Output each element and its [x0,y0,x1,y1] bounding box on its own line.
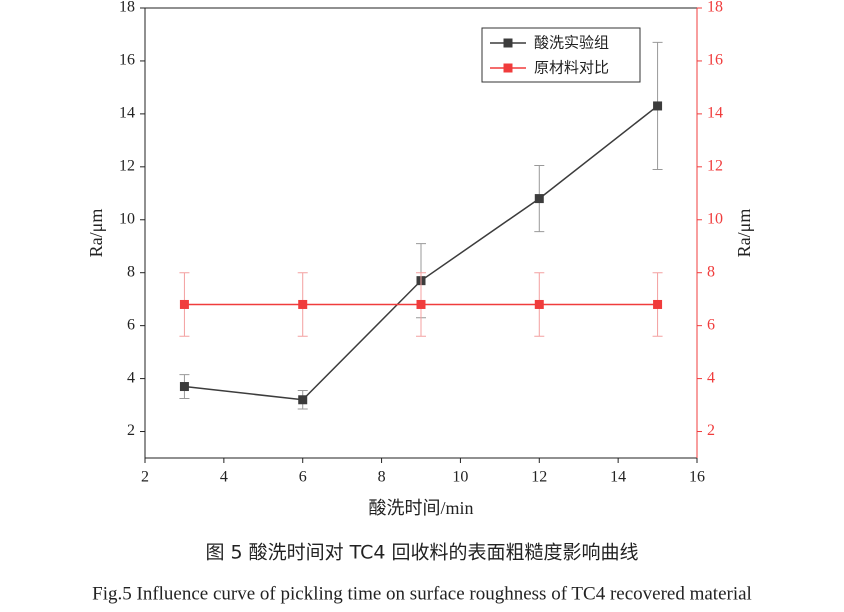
legend-label: 酸洗实验组 [534,34,609,52]
y2-tick-label: 10 [707,210,723,227]
marker [534,194,544,204]
marker [179,299,189,309]
x-tick-label: 16 [689,469,705,486]
y2-tick-label: 12 [707,157,723,174]
marker [653,101,663,111]
caption-english: Fig.5 Influence curve of pickling time o… [92,583,752,604]
legend-marker [503,63,513,73]
x-tick-label: 8 [378,469,386,486]
legend-box [481,27,641,83]
legend-marker [503,38,513,48]
y2-tick-label: 8 [707,263,715,280]
y-tick-label: 2 [127,422,135,439]
y2-tick-label: 18 [707,0,723,16]
y2-tick-label: 14 [707,105,723,122]
y-tick-label: 12 [119,157,135,174]
y-tick-label: 10 [119,210,135,227]
x-tick-label: 2 [141,469,149,486]
y-tick-label: 18 [119,0,135,16]
x-tick-label: 12 [531,469,547,486]
marker [653,299,663,309]
y-axis-label: Ra/μm [86,209,106,258]
legend-label: 原材料对比 [534,59,609,77]
marker [298,299,308,309]
x-tick-label: 10 [452,469,468,486]
y2-tick-label: 2 [707,422,715,439]
y-tick-label: 16 [119,52,135,69]
x-axis-label: 酸洗时间/min [368,498,473,518]
y-tick-label: 6 [127,316,135,333]
x-tick-label: 4 [220,469,228,486]
y2-tick-label: 6 [707,316,715,333]
caption-chinese: 图 5 酸洗时间对 TC4 回收料的表面粗糙度影响曲线 [205,542,638,564]
y-tick-label: 4 [127,369,135,386]
y-tick-label: 8 [127,263,135,280]
y2-tick-label: 16 [707,52,723,69]
y2-axis-label: Ra/μm [734,209,754,258]
marker [534,299,544,309]
marker [416,299,426,309]
y2-tick-label: 4 [707,369,715,386]
x-tick-label: 14 [610,469,626,486]
marker [179,382,189,392]
x-tick-label: 6 [299,469,307,486]
y-tick-label: 14 [119,105,135,122]
marker [298,395,308,405]
